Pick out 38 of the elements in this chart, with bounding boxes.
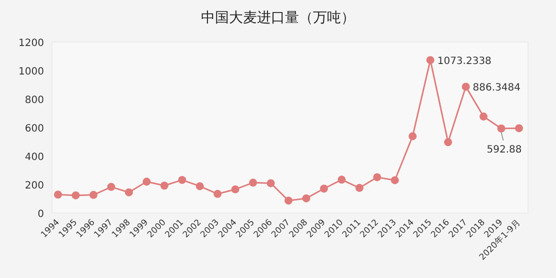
point xyxy=(178,176,186,184)
y-tick-label: 1200 xyxy=(18,38,44,49)
point xyxy=(390,176,399,184)
chart-title: 中国大麦进口量（万吨） xyxy=(201,10,355,26)
point xyxy=(426,56,434,64)
point xyxy=(497,124,506,133)
y-tick-label: 0 xyxy=(38,209,44,220)
point xyxy=(480,112,488,121)
point xyxy=(338,176,346,184)
point xyxy=(515,124,523,132)
point xyxy=(462,82,470,91)
point xyxy=(355,184,364,192)
y-tick-label: 400 xyxy=(24,152,44,163)
point xyxy=(266,179,275,188)
point xyxy=(231,185,240,194)
text: 886.3484 xyxy=(472,82,521,94)
point xyxy=(320,184,328,193)
point xyxy=(214,190,222,198)
point xyxy=(444,138,452,146)
point xyxy=(89,190,98,199)
y-tick-label: 800 xyxy=(24,95,44,106)
point xyxy=(160,182,168,190)
point xyxy=(124,188,133,196)
point xyxy=(142,178,151,186)
point xyxy=(249,178,258,187)
point xyxy=(373,173,382,182)
point xyxy=(302,194,310,202)
point xyxy=(72,191,80,200)
y-tick-label: 1000 xyxy=(18,66,44,78)
y-tick-label: 200 xyxy=(24,180,44,192)
point xyxy=(107,182,116,191)
point xyxy=(284,196,292,205)
point xyxy=(196,182,204,190)
text: 1073.2338 xyxy=(437,56,492,68)
point xyxy=(408,132,417,140)
point xyxy=(54,190,62,199)
y-tick-label: 600 xyxy=(24,124,44,134)
text: 592.88 xyxy=(486,144,522,156)
